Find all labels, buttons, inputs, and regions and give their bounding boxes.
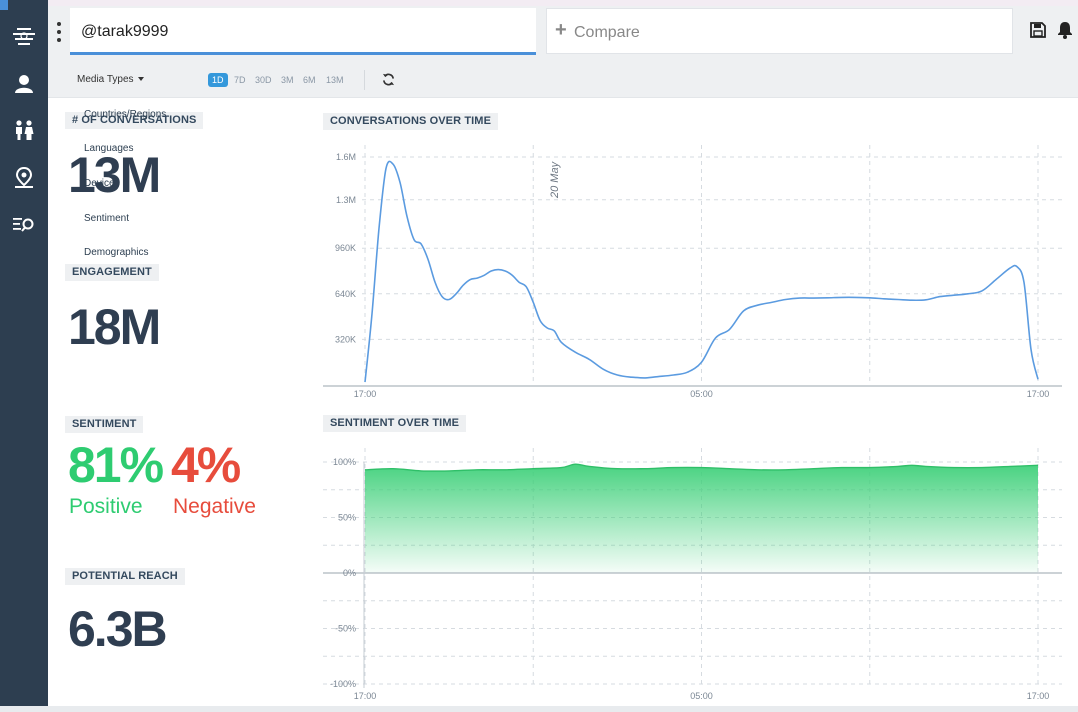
search-input-value: @tarak9999 (81, 23, 169, 40)
y-tick-label: 640K (335, 289, 356, 299)
toolbar-divider (364, 70, 365, 90)
refresh-icon[interactable] (382, 73, 395, 91)
y-tick-label: 1.3M (336, 195, 356, 205)
sentiment-positive-label: Positive (69, 495, 143, 518)
caret-down-icon (137, 77, 144, 82)
bell-icon[interactable] (1057, 21, 1073, 44)
reach-value: 6.3B (68, 601, 168, 657)
range-3m-button[interactable]: 3M (281, 75, 294, 85)
bottom-strip (0, 706, 1078, 712)
sidebar-selection-marker (0, 0, 8, 10)
plus-icon: + (555, 19, 567, 41)
sentiment-negative-value: 4% (171, 437, 241, 493)
y-tick-label: -50% (335, 624, 356, 634)
x-tick-label: 17:00 (354, 389, 377, 399)
sentiment-title: SENTIMENT (65, 416, 144, 433)
header-bar: @tarak9999 + Compare (48, 6, 1078, 62)
x-tick-label: 17:00 (1027, 389, 1050, 399)
people-icon[interactable] (10, 116, 38, 144)
y-tick-label: 100% (333, 457, 356, 467)
compare-label: Compare (574, 24, 640, 41)
x-tick-label: 17:00 (1027, 691, 1050, 701)
compare-input[interactable]: + Compare (546, 8, 1013, 54)
user-icon[interactable] (10, 70, 38, 98)
sentiment-area (365, 464, 1038, 573)
y-tick-label: 50% (338, 513, 356, 523)
range-30d-button[interactable]: 30D (255, 75, 272, 85)
dropdown-item-device[interactable]: Device (84, 178, 115, 189)
x-tick-label: 05:00 (690, 691, 713, 701)
y-tick-label: 0% (343, 568, 356, 578)
date-annotation: 20 May (549, 160, 561, 199)
engagement-value: 18M (68, 299, 161, 355)
dropdown-item-demographics[interactable]: Demographics (84, 247, 149, 258)
x-tick-label: 05:00 (690, 389, 713, 399)
more-menu-icon[interactable] (56, 22, 62, 42)
y-tick-label: -100% (330, 679, 356, 689)
sentiment-negative-label: Negative (173, 495, 256, 518)
search-input[interactable]: @tarak9999 (70, 8, 536, 55)
media-types-dropdown[interactable]: Media Types (77, 74, 144, 85)
y-tick-label: 960K (335, 243, 356, 253)
y-tick-label: 320K (335, 334, 356, 344)
hamburger-stack-icon[interactable] (10, 22, 38, 50)
range-1d-button[interactable]: 1D (208, 73, 228, 87)
conversations-title: # OF CONVERSATIONS (65, 112, 204, 129)
location-pin-icon[interactable] (10, 164, 38, 192)
range-7d-button[interactable]: 7D (234, 75, 246, 85)
toolbar: Media Types 1D 7D 30D 3M 6M 13M (48, 62, 1078, 98)
dropdown-item-languages[interactable]: Languages (84, 143, 134, 154)
conversations-value: 13M (68, 147, 161, 203)
media-types-label: Media Types (77, 74, 134, 85)
reach-title: POTENTIAL REACH (65, 568, 185, 585)
y-tick-label: 1.6M (336, 152, 356, 162)
sidebar (0, 0, 48, 706)
engagement-title: ENGAGEMENT (65, 264, 159, 281)
x-tick-label: 17:00 (354, 691, 377, 701)
list-search-icon[interactable] (10, 211, 38, 239)
range-6m-button[interactable]: 6M (303, 75, 316, 85)
save-icon[interactable] (1030, 22, 1046, 43)
top-strip (0, 0, 1078, 6)
conversations-line (364, 160, 1039, 383)
dropdown-item-countries[interactable]: Countries/Regions (84, 109, 167, 120)
sentiment-positive-value: 81% (68, 437, 164, 493)
dropdown-item-sentiment[interactable]: Sentiment (84, 213, 130, 224)
sentiment-chart-title: SENTIMENT OVER TIME (323, 415, 467, 432)
range-13m-button[interactable]: 13M (326, 75, 344, 85)
sentiment-line (364, 463, 1039, 472)
conversations-chart-title: CONVERSATIONS OVER TIME (323, 113, 498, 130)
